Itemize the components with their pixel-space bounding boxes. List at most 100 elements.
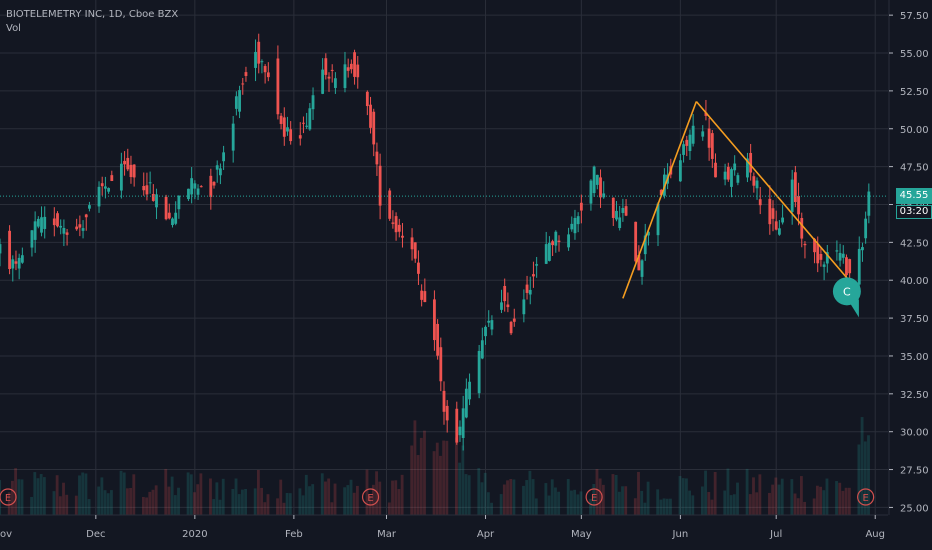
volume-bar [544, 483, 548, 515]
candle-body [458, 426, 462, 436]
candle-body [353, 52, 356, 77]
candle-body [532, 274, 535, 277]
volume-bar [700, 486, 704, 515]
volume-bar [710, 499, 714, 515]
volume-bar [534, 498, 538, 515]
volume-bar [633, 498, 637, 515]
volume-bar [624, 486, 628, 515]
volume-bar [352, 492, 356, 515]
volume-bar [260, 487, 263, 515]
volume-bar [678, 476, 682, 515]
candle-body [107, 188, 111, 192]
volume-bar [461, 445, 465, 515]
earnings-marker-label: E [367, 493, 373, 504]
volume-bar [640, 490, 644, 515]
annotation-callout[interactable]: C [832, 277, 861, 318]
candle-body [279, 115, 283, 124]
candle-body [20, 255, 24, 263]
candle-body [78, 224, 82, 228]
candle-body [573, 217, 577, 234]
volume-bar [177, 487, 180, 515]
candle-body [126, 157, 130, 170]
candle-body [803, 243, 807, 246]
price-tick-label: 52.50 [900, 87, 929, 98]
candle-body [174, 212, 178, 224]
volume-bar [566, 479, 570, 515]
candle-body [618, 217, 622, 229]
volume-bar [55, 475, 59, 515]
volume-bar [199, 473, 203, 515]
candle-body [557, 240, 561, 242]
candle-body [490, 320, 494, 330]
volume-bar [576, 494, 580, 515]
candle-body [707, 128, 711, 148]
candle-body [397, 224, 401, 232]
candle-body [439, 347, 443, 382]
candle-body [592, 166, 596, 194]
candle-body [621, 208, 625, 213]
volume-bar [637, 471, 640, 515]
candle-body [477, 350, 481, 394]
volume-bar [349, 479, 353, 515]
volume-bar [732, 494, 736, 515]
candle-body [59, 225, 63, 228]
volume-bar [860, 417, 864, 515]
candle-body [321, 69, 325, 94]
volume-bar [145, 497, 148, 515]
volume-bar [212, 499, 216, 515]
volume-bar [435, 442, 439, 515]
volume-bar [400, 474, 404, 515]
callout-bubble [832, 277, 861, 306]
volume-bar [119, 470, 123, 515]
candle-body [164, 196, 168, 220]
volume-bar [221, 478, 225, 515]
volume-bar [410, 445, 414, 515]
volume-bar [825, 478, 829, 515]
candle-body [704, 112, 708, 116]
time-axis: ov Dec 2020 Feb Mar Apr May Jun Jul Aug [0, 515, 885, 540]
volume-bar [863, 441, 867, 515]
candle-body [548, 242, 551, 261]
volume-bar [799, 476, 803, 515]
candle-body [726, 166, 730, 180]
candle-body [378, 165, 382, 206]
volume-bars [0, 417, 870, 515]
volume-bar [793, 493, 797, 515]
price-tick-label: 35.00 [900, 352, 929, 363]
chart-legend: BIOTELEMETRY INC, 1D, Cboe BZX Vol [6, 8, 178, 36]
candle-body [238, 90, 241, 112]
candle-body [193, 183, 197, 189]
volume-bar [97, 486, 101, 515]
candle-body [311, 95, 315, 110]
volume-bar [126, 488, 129, 515]
candle-body [746, 158, 749, 178]
candle-body [710, 133, 714, 159]
volume-bar [346, 485, 350, 515]
candle-body [394, 216, 398, 233]
trendline [622, 101, 698, 299]
candle-body [282, 117, 286, 137]
candle-body [758, 199, 762, 206]
candle-body [56, 213, 59, 227]
volume-bar [688, 490, 692, 515]
price-tick-label: 37.50 [900, 314, 929, 325]
candle-body [151, 193, 155, 201]
volume-bar [33, 472, 37, 515]
candle-body [254, 51, 257, 68]
volume-bar [173, 495, 177, 515]
volume-bar [755, 492, 759, 515]
candle-body [36, 218, 40, 227]
volume-bar [592, 483, 596, 515]
candle-body [324, 58, 328, 75]
volume-bar [52, 491, 56, 515]
volume-bar [662, 498, 666, 515]
price-tick-label: 40.00 [900, 276, 929, 287]
volume-bar [796, 498, 800, 515]
volume-bar [324, 481, 327, 515]
volume-bar [154, 485, 158, 515]
volume-bar [84, 473, 88, 515]
volume-bar [7, 492, 11, 515]
volume-bar [506, 480, 509, 515]
